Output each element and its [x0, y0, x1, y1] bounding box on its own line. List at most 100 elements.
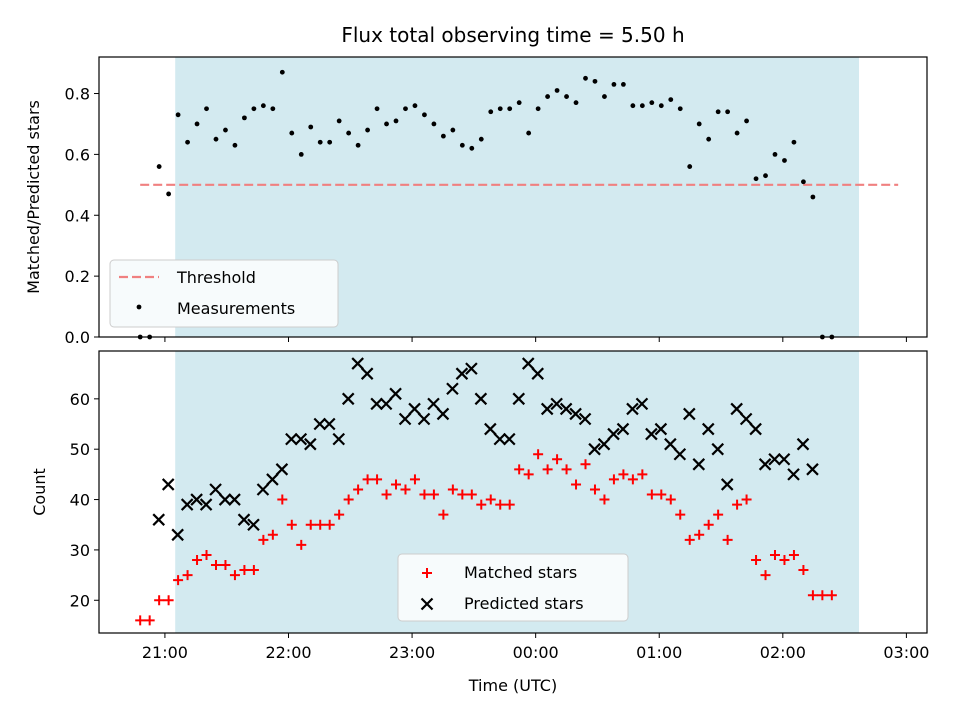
measurement-point [213, 136, 219, 142]
predicted-point [275, 463, 289, 476]
predicted-point [294, 432, 308, 446]
matched-point [277, 494, 288, 505]
matched-point [561, 464, 572, 475]
legend-predicted-swatch [420, 597, 434, 611]
measurement-point [355, 142, 361, 148]
predicted-point [664, 437, 677, 451]
predicted-point [266, 473, 279, 486]
legend-matched-label: Matched stars [464, 563, 577, 582]
predicted-point [341, 392, 355, 406]
measurement-point [204, 106, 209, 112]
measurement-point [725, 109, 731, 115]
x-tick-label: 21:00 [142, 643, 188, 662]
matched-point [807, 590, 818, 601]
predicted-point [455, 367, 469, 380]
measurement-point [639, 103, 645, 109]
matched-point [419, 489, 430, 500]
matched-point [428, 489, 439, 500]
legend-threshold-label: Threshold [176, 268, 256, 287]
matched-point [315, 519, 326, 530]
matched-point [542, 464, 553, 475]
matched-point [703, 519, 714, 530]
measurement-point [403, 106, 408, 112]
measurement-point [223, 127, 228, 133]
matched-point [580, 459, 591, 470]
legend-measurements-swatch [136, 304, 142, 310]
predicted-point [199, 498, 213, 511]
measurement-point [251, 106, 257, 112]
measurement-point [194, 121, 200, 127]
matched-point [239, 565, 250, 576]
predicted-point [720, 478, 734, 491]
matched-point [457, 489, 468, 500]
predicted-point [285, 432, 298, 446]
predicted-point [171, 528, 184, 542]
predicted-point [673, 447, 687, 461]
x-tick-label: 01:00 [636, 643, 682, 662]
predicted-point [730, 402, 743, 416]
matched-point [646, 489, 657, 500]
matched-point [589, 484, 600, 495]
predicted-point [351, 357, 364, 370]
matched-point [447, 484, 458, 495]
matched-point [675, 509, 686, 520]
predicted-point [739, 412, 753, 426]
measurement-point [365, 127, 370, 133]
matched-point [248, 565, 259, 576]
matched-point [466, 489, 477, 500]
matched-point [751, 554, 762, 565]
matched-point [229, 570, 240, 581]
predicted-point [389, 387, 402, 401]
predicted-point [370, 397, 383, 411]
predicted-point [521, 357, 535, 370]
y-tick-label: 40 [70, 491, 90, 510]
matched-point [656, 489, 667, 500]
matched-point [627, 474, 638, 485]
predicted-point [578, 412, 592, 426]
predicted-point [796, 437, 810, 451]
matched-point [741, 494, 752, 505]
predicted-point [512, 392, 526, 406]
matched-point [258, 534, 269, 545]
predicted-point [749, 422, 762, 436]
matched-point [343, 494, 354, 505]
measurement-point [450, 127, 456, 133]
matched-point [201, 549, 212, 560]
measurement-point [488, 109, 494, 115]
measurement-point [564, 94, 569, 99]
top-y-axis-label: Matched/Predicted stars [24, 100, 43, 294]
measurement-point [554, 88, 560, 93]
matched-point [760, 570, 771, 581]
predicted-point [787, 468, 800, 481]
measurement-point [298, 151, 304, 157]
predicted-point [313, 417, 327, 431]
measurement-point [469, 145, 475, 151]
predicted-point [474, 392, 488, 406]
matched-point [618, 469, 629, 480]
predicted-point [503, 432, 516, 446]
matched-point [514, 464, 525, 475]
measurement-point [478, 136, 484, 142]
y-tick-label: 50 [70, 440, 90, 459]
predicted-point [635, 397, 649, 411]
predicted-point [256, 483, 270, 496]
measurement-point [374, 106, 380, 112]
matched-point [409, 474, 420, 485]
measurement-point [497, 106, 503, 112]
matched-point [713, 509, 724, 520]
bottom-panel: 20 30 40 50 60 21:00 22:00 23:00 00:00 01:00 02:0… [30, 350, 929, 695]
measurement-point [611, 81, 617, 87]
predicted-point [209, 483, 222, 496]
predicted-point [218, 493, 232, 506]
predicted-point [692, 458, 706, 471]
predicted-point [616, 422, 630, 436]
predicted-point [559, 402, 573, 416]
matched-point [362, 474, 373, 485]
measurement-point [526, 130, 532, 136]
measurement-point [308, 124, 314, 130]
predicted-point [247, 518, 260, 532]
matched-point [135, 615, 146, 626]
matched-point [182, 570, 193, 581]
measurement-point [422, 112, 427, 118]
predicted-point [711, 442, 725, 456]
